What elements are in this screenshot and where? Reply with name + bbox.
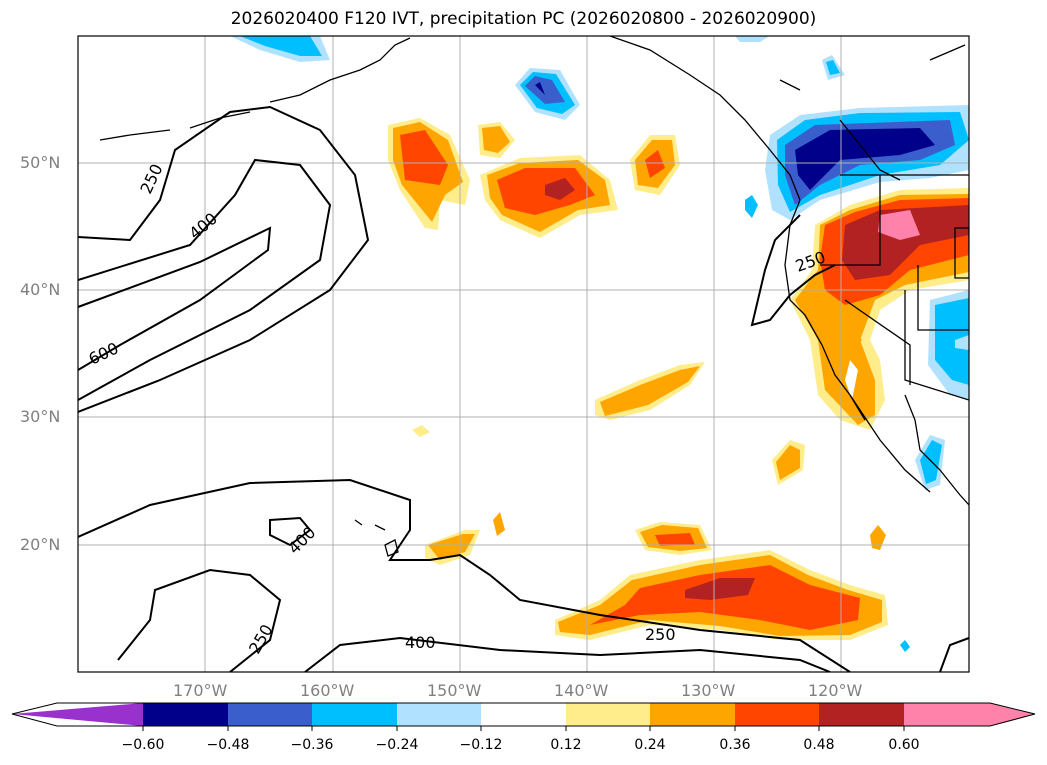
lat-tick: 30°N <box>20 407 61 426</box>
contour-label: 250 <box>245 621 277 657</box>
graticule <box>78 36 969 672</box>
lon-tick: 170°W <box>173 681 228 700</box>
colorbar-tick: 0.48 <box>803 737 835 753</box>
colorbar-tick: 0.24 <box>634 737 666 753</box>
colorbar-extend-high <box>990 703 1035 726</box>
colorbar-tick: −0.24 <box>375 737 419 753</box>
map-title: 2026020400 F120 IVT, precipitation PC (2… <box>230 9 817 29</box>
ivt-contours <box>78 105 969 672</box>
colorbar-tick: 0.60 <box>888 737 920 753</box>
contour-label: 600 <box>86 338 122 368</box>
colorbar-tick: 0.12 <box>550 737 582 753</box>
colorbar-tick: −0.12 <box>459 737 503 753</box>
contour-label: 400 <box>405 633 436 652</box>
lat-tick: 20°N <box>20 535 61 554</box>
lat-tick: 50°N <box>20 153 61 172</box>
lon-tick: 140°W <box>554 681 609 700</box>
lon-tick: 160°W <box>300 681 355 700</box>
colorbar-tick: −0.36 <box>290 737 334 753</box>
map-frame <box>77 35 970 673</box>
contour-label: 400 <box>284 523 319 558</box>
colorbar-tick: −0.60 <box>121 737 165 753</box>
contour-label: 250 <box>645 625 676 644</box>
lat-tick: 40°N <box>20 280 61 299</box>
precip-shading <box>230 36 969 652</box>
colorbar <box>11 702 1036 731</box>
contour-label: 400 <box>185 209 221 243</box>
lon-tick: 130°W <box>681 681 736 700</box>
lon-tick: 150°W <box>427 681 482 700</box>
lon-tick: 120°W <box>808 681 863 700</box>
colorbar-extend-low <box>12 703 143 726</box>
colorbar-tick: 0.36 <box>719 737 751 753</box>
coastlines <box>99 36 969 557</box>
colorbar-tick: −0.48 <box>206 737 250 753</box>
